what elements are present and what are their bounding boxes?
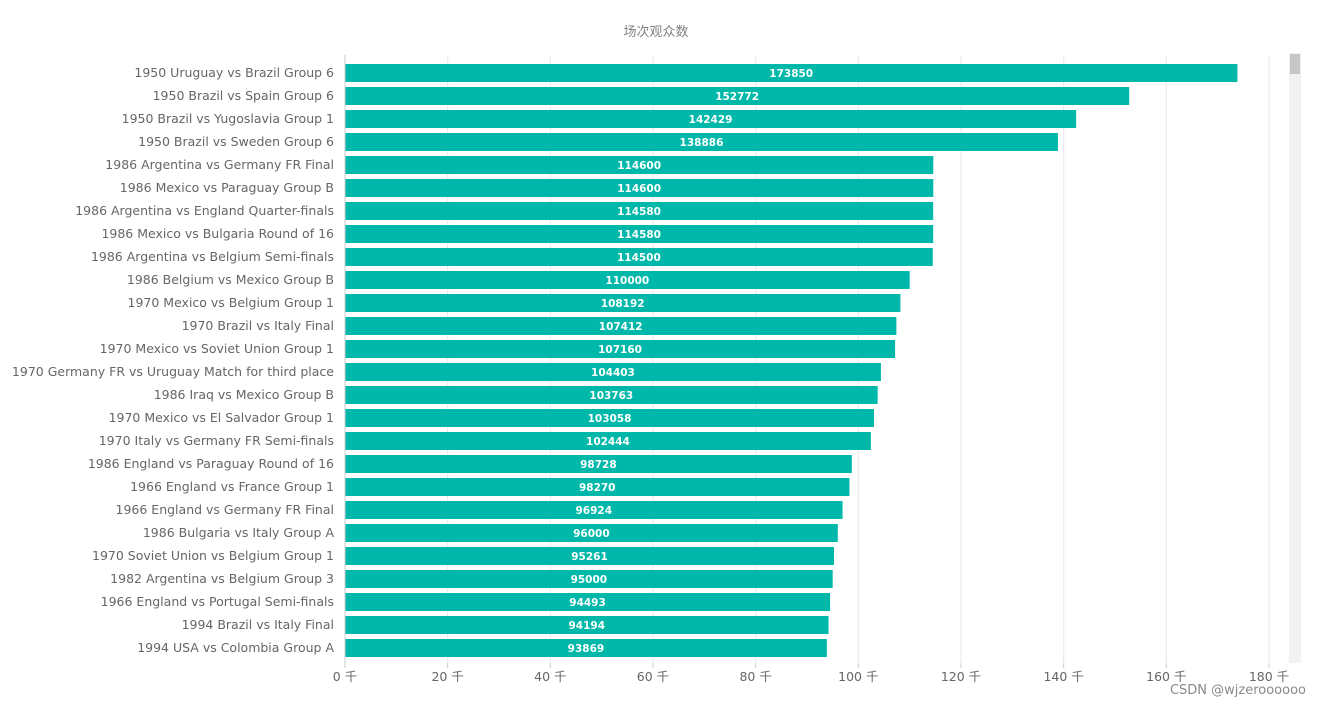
x-tick-label: 160 千: [1146, 669, 1186, 684]
category-label: 1986 England vs Paraguay Round of 16: [88, 456, 334, 471]
bar-value-label: 114500: [617, 252, 661, 264]
category-label: 1950 Uruguay vs Brazil Group 6: [134, 65, 334, 80]
bar[interactable]: [345, 432, 871, 450]
scrollbar-thumb[interactable]: [1290, 54, 1300, 74]
category-label: 1986 Belgium vs Mexico Group B: [127, 272, 334, 287]
bar-value-label: 114600: [617, 160, 661, 172]
x-tick-label: 100 千: [838, 669, 878, 684]
bar[interactable]: [345, 202, 934, 220]
bar[interactable]: [345, 133, 1058, 151]
category-label: 1986 Mexico vs Bulgaria Round of 16: [101, 226, 334, 241]
category-label: 1970 Mexico vs Soviet Union Group 1: [100, 341, 334, 356]
bar-value-label: 96000: [573, 528, 610, 540]
bar[interactable]: [345, 248, 933, 266]
bar[interactable]: [345, 363, 881, 381]
category-label: 1986 Iraq vs Mexico Group B: [154, 387, 334, 402]
category-label: 1994 Brazil vs Italy Final: [182, 617, 334, 632]
vertical-scrollbar[interactable]: [1289, 53, 1301, 663]
bar-value-label: 98728: [580, 459, 617, 471]
bar-value-label: 95000: [571, 574, 608, 586]
scrollbar-track[interactable]: [1289, 53, 1301, 663]
bar[interactable]: [345, 455, 852, 473]
bar[interactable]: [345, 639, 827, 657]
category-label: 1966 England vs Germany FR Final: [116, 502, 334, 517]
bar[interactable]: [345, 570, 833, 588]
bar-value-label: 93869: [568, 643, 605, 655]
bar-value-label: 95261: [571, 551, 608, 563]
category-label: 1986 Bulgaria vs Italy Group A: [143, 525, 335, 540]
x-tick-label: 0 千: [333, 669, 357, 684]
bar[interactable]: [345, 110, 1077, 128]
bar[interactable]: [345, 547, 835, 565]
bar[interactable]: [345, 179, 934, 197]
bar[interactable]: [345, 271, 910, 289]
category-label: 1986 Mexico vs Paraguay Group B: [120, 180, 334, 195]
bar[interactable]: [345, 524, 838, 542]
category-label: 1982 Argentina vs Belgium Group 3: [110, 571, 334, 586]
category-label: 1970 Italy vs Germany FR Semi-finals: [99, 433, 334, 448]
chart-title: 场次观众数: [623, 24, 688, 40]
category-labels: 1950 Uruguay vs Brazil Group 6 1950 Brazi…: [12, 65, 335, 655]
bar[interactable]: [345, 340, 896, 358]
bar-value-label: 114580: [617, 229, 661, 241]
category-label: 1966 England vs France Group 1: [130, 479, 334, 494]
category-label: 1986 Argentina vs Germany FR Final: [105, 157, 334, 172]
category-label: 1950 Brazil vs Sweden Group 6: [138, 134, 334, 149]
x-tick-label: 80 千: [739, 669, 771, 684]
bar-value-label: 152772: [715, 91, 759, 103]
bar[interactable]: [345, 87, 1130, 105]
category-label: 1970 Germany FR vs Uruguay Match for thi…: [12, 364, 334, 379]
category-label: 1970 Soviet Union vs Belgium Group 1: [92, 548, 334, 563]
bar-value-label: 96924: [576, 505, 613, 517]
watermark: CSDN @wjzeroooooo: [1170, 683, 1306, 698]
category-label: 1950 Brazil vs Yugoslavia Group 1: [122, 111, 334, 126]
bar-value-label: 94493: [569, 597, 606, 609]
bar-value-label: 103058: [588, 413, 632, 425]
category-label: 1970 Mexico vs Belgium Group 1: [128, 295, 335, 310]
x-tick-label: 20 千: [431, 669, 463, 684]
x-axis-ticks: 0 千 20 千 40 千 60 千 80 千 100 千 120 千 140 千 160 千 1…: [333, 663, 1289, 684]
bar-value-label: 98270: [579, 482, 616, 494]
x-tick-label: 60 千: [637, 669, 669, 684]
bar-value-label: 104403: [591, 367, 635, 379]
bar[interactable]: [345, 593, 831, 611]
bars: 173850 152772 142429 138886 114600 114600 1145…: [345, 64, 1238, 657]
bar-value-label: 114580: [617, 206, 661, 218]
bar-value-label: 114600: [617, 183, 661, 195]
x-tick-label: 120 千: [941, 669, 981, 684]
bar-value-label: 110000: [605, 275, 649, 287]
bar-value-label: 107412: [599, 321, 643, 333]
bar[interactable]: [345, 501, 843, 519]
bar-value-label: 108192: [601, 298, 645, 310]
bar-value-label: 173850: [769, 68, 813, 80]
bar[interactable]: [345, 409, 875, 427]
bar[interactable]: [345, 386, 878, 404]
category-label: 1986 Argentina vs Belgium Semi-finals: [91, 249, 334, 264]
bar[interactable]: [345, 478, 850, 496]
bar[interactable]: [345, 294, 901, 312]
bar-value-label: 142429: [689, 114, 733, 126]
category-label: 1986 Argentina vs England Quarter-finals: [75, 203, 334, 218]
category-label: 1966 England vs Portugal Semi-finals: [101, 594, 334, 609]
bar-value-label: 94194: [568, 620, 605, 632]
category-label: 1970 Mexico vs El Salvador Group 1: [109, 410, 334, 425]
category-label: 1994 USA vs Colombia Group A: [137, 640, 334, 655]
x-tick-label: 140 千: [1043, 669, 1083, 684]
bar[interactable]: [345, 317, 897, 335]
category-label: 1970 Brazil vs Italy Final: [182, 318, 334, 333]
bar-value-label: 103763: [589, 390, 633, 402]
bar[interactable]: [345, 616, 829, 634]
bar-value-label: 138886: [680, 137, 724, 149]
x-tick-label: 180 千: [1249, 669, 1289, 684]
bar-value-label: 102444: [586, 436, 630, 448]
bar-value-label: 107160: [598, 344, 642, 356]
category-label: 1950 Brazil vs Spain Group 6: [153, 88, 334, 103]
bar[interactable]: [345, 225, 934, 243]
bar[interactable]: [345, 64, 1238, 82]
x-tick-label: 40 千: [534, 669, 566, 684]
bar[interactable]: [345, 156, 934, 174]
